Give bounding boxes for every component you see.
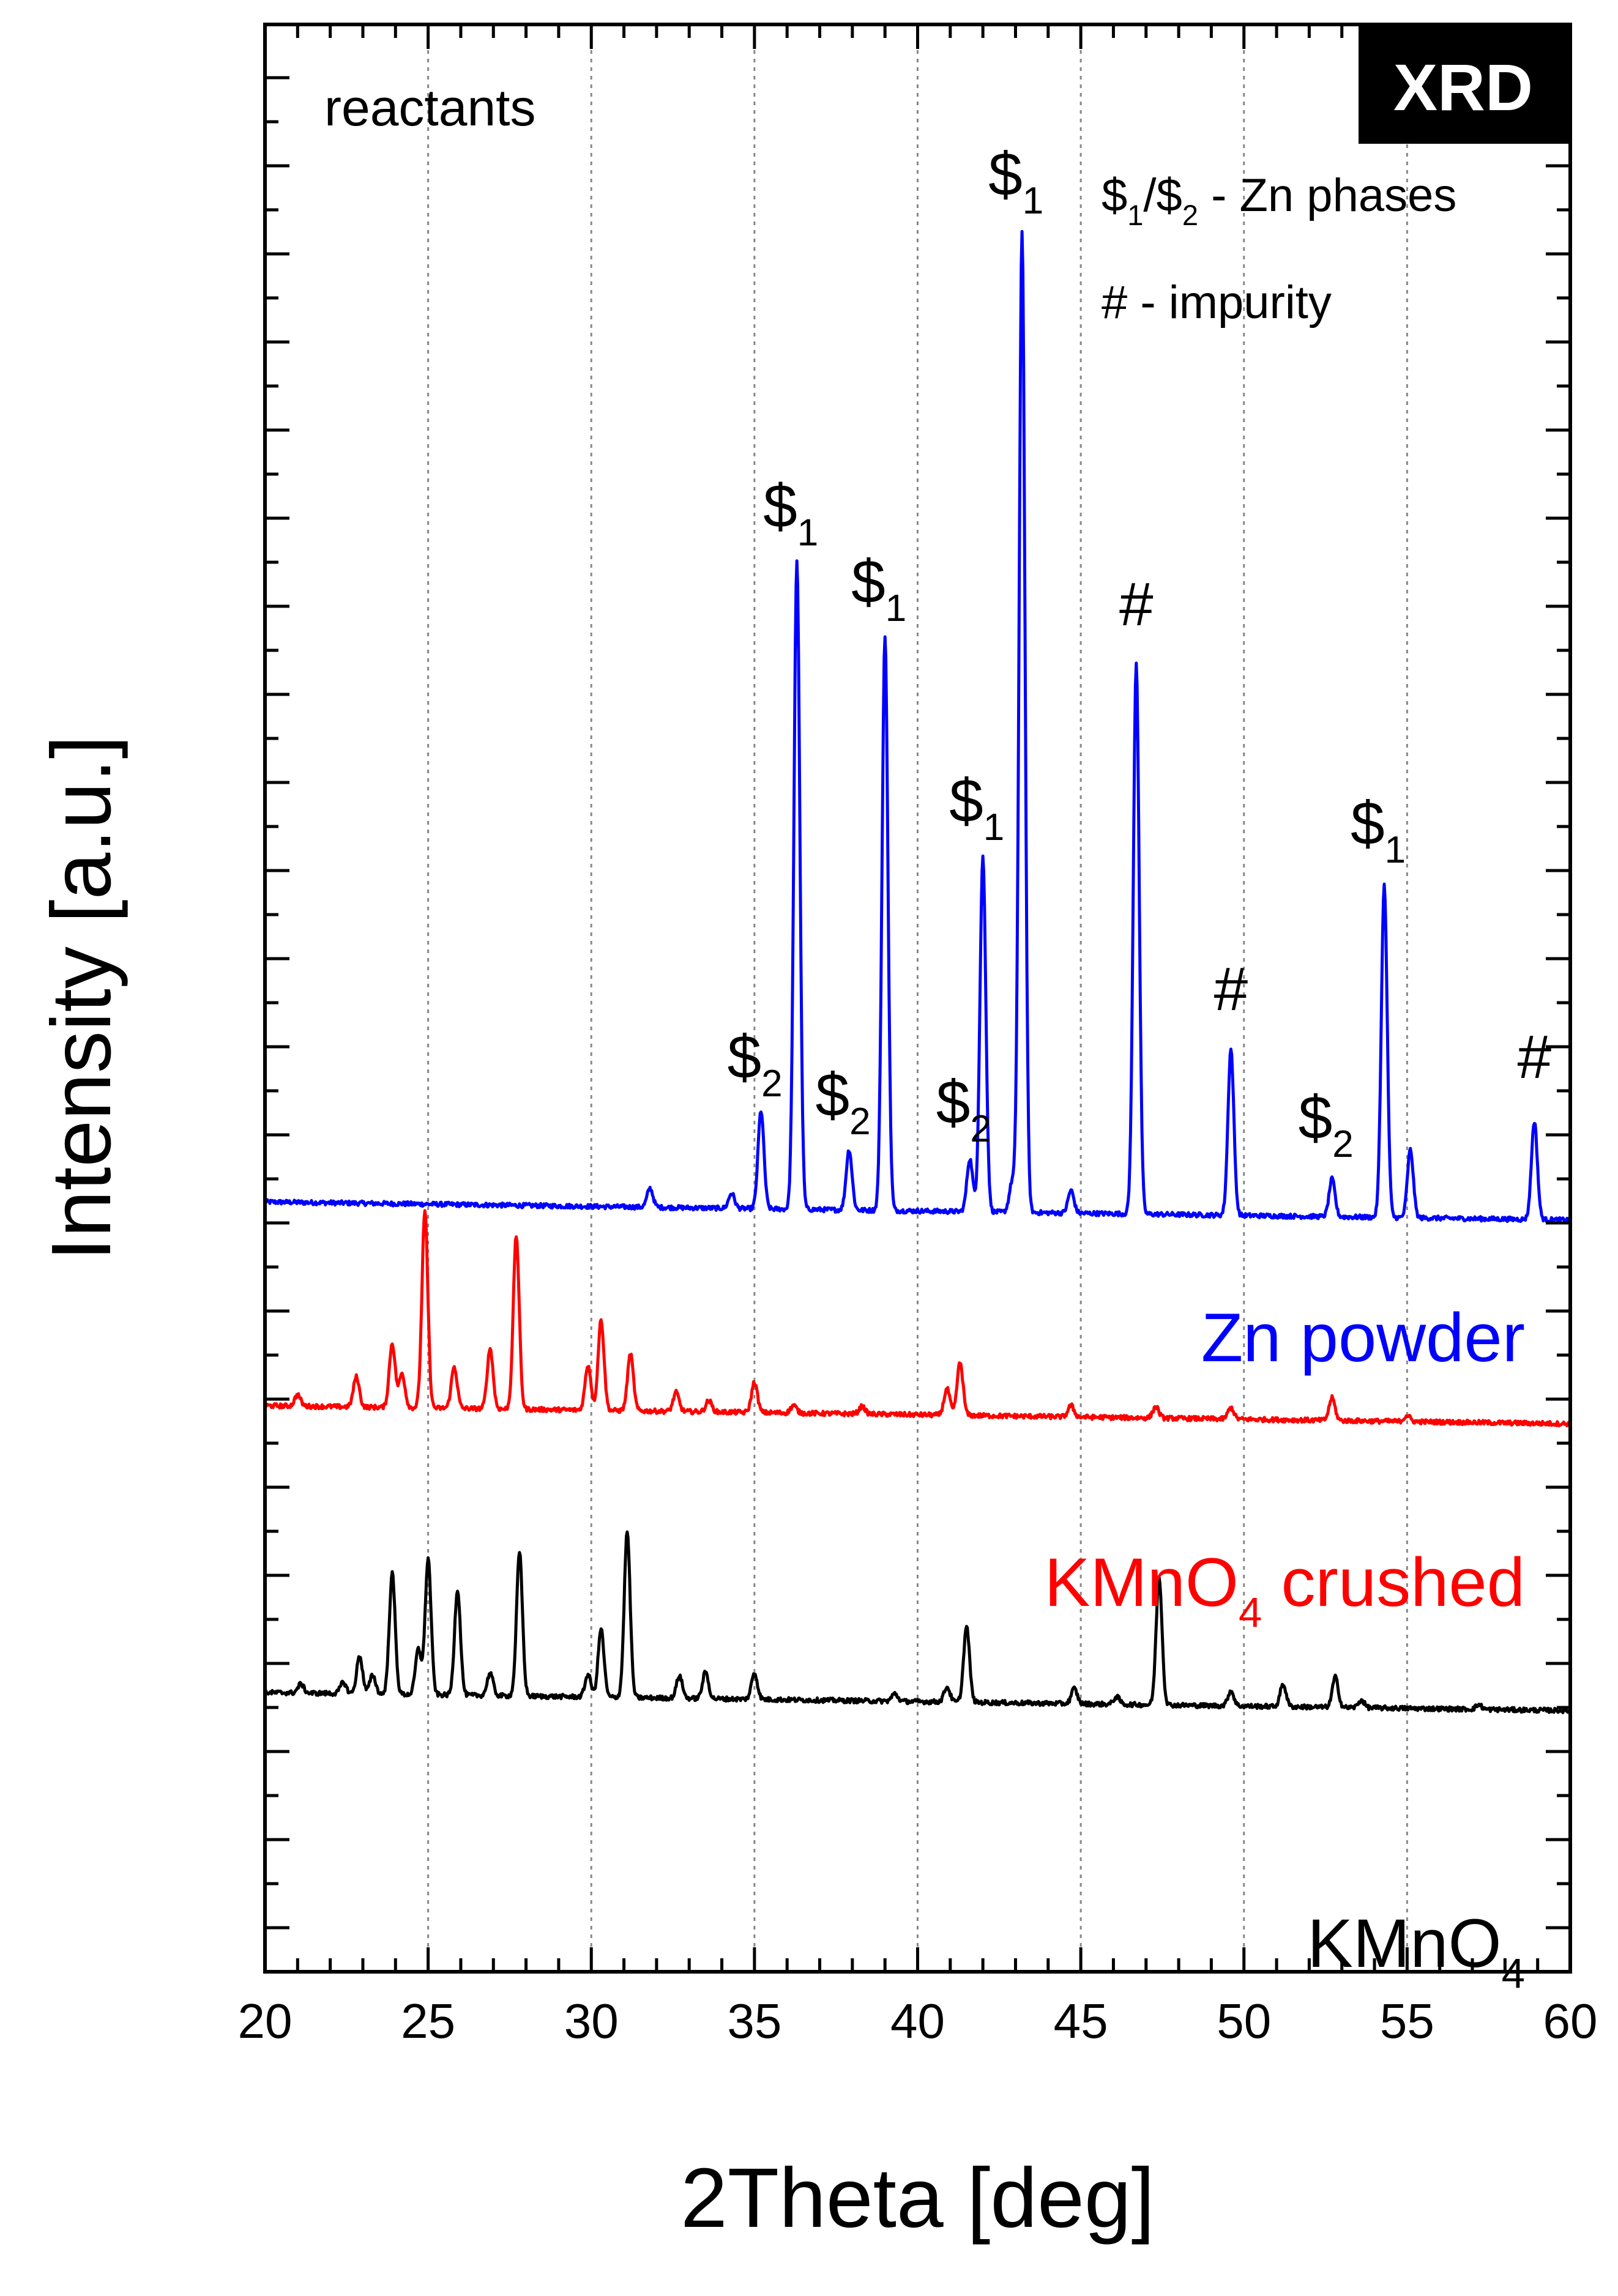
x-tick-label: 45 [1054, 1994, 1108, 2048]
series-line-3 [263, 1530, 1571, 1715]
series-label-3: KMnO4 [1307, 1905, 1525, 1997]
x-tick-label: 25 [401, 1994, 455, 2048]
peak-label-part: $ [1299, 1083, 1333, 1152]
peak-label: $1 [988, 140, 1043, 222]
peak-label-part: $ [763, 472, 797, 541]
peak-label: $1 [851, 548, 906, 630]
peak-label: $1 [763, 472, 818, 554]
legend-line-2-part: # - impurity [1102, 277, 1332, 329]
legend-line-1-part: 2 [1182, 199, 1198, 231]
peak-label: $2 [936, 1068, 991, 1150]
peak-label: $2 [1299, 1083, 1354, 1165]
series-label-3-part: KMnO [1307, 1905, 1501, 1982]
legend-line-1-part: - Zn phases [1198, 169, 1456, 221]
peak-label-part: $ [949, 767, 983, 835]
peak-label: $2 [727, 1023, 782, 1105]
peak-label-part: 2 [1332, 1123, 1353, 1165]
series-label-2-part: 4 [1239, 1589, 1262, 1636]
xrd-badge-text: XRD [1393, 50, 1533, 124]
peak-label-part: # [1119, 570, 1154, 639]
series-label-3-part: 4 [1502, 1950, 1525, 1997]
legend-line-1-part: 1 [1127, 199, 1143, 231]
peak-label-part: $ [1351, 789, 1385, 858]
peak-label-part: 1 [885, 587, 906, 630]
peak-label-part: $ [936, 1068, 971, 1137]
legend-line-2: # - impurity [1102, 277, 1332, 329]
legend-line-1-part: $ [1102, 169, 1127, 221]
peak-label-part: 2 [970, 1108, 991, 1150]
peak-label-part: $ [727, 1023, 761, 1091]
series-line-1 [263, 229, 1572, 1224]
peak-label-part: # [1518, 1023, 1552, 1091]
peak-label-part: $ [988, 140, 1023, 209]
peak-label: # [1518, 1023, 1552, 1091]
peak-label-part: # [1214, 955, 1248, 1024]
x-tick-label: 55 [1380, 1994, 1434, 2048]
peak-label: $1 [1351, 789, 1406, 871]
x-tick-label: 60 [1543, 1994, 1598, 2048]
x-tick-label: 40 [890, 1994, 945, 2048]
peak-label: $2 [815, 1061, 870, 1143]
axes-layer [263, 23, 1572, 1974]
peak-label-part: 1 [983, 806, 1004, 849]
series-label-2-part: crushed [1262, 1544, 1525, 1621]
x-tick-label: 20 [238, 1994, 293, 2048]
peak-label-part: 2 [849, 1101, 870, 1143]
peak-label: # [1119, 570, 1154, 639]
series-layer [263, 229, 1572, 1715]
series-label-1: Zn powder [1201, 1299, 1525, 1376]
series-label-1-part: Zn powder [1201, 1299, 1525, 1376]
peak-label-part: 2 [761, 1063, 782, 1105]
xrd-badge [1359, 26, 1568, 144]
series-label-2-part: KMnO [1045, 1544, 1239, 1621]
y-axis-title: Intensity [a.u.] [34, 735, 129, 1261]
peak-label: $1 [949, 767, 1004, 849]
legend-line-1-part: /$ [1143, 169, 1182, 221]
series-line-2 [264, 1209, 1572, 1428]
peak-label-part: 1 [1023, 180, 1043, 222]
peak-label: # [1214, 955, 1248, 1024]
x-axis-title: 2Theta [deg] [680, 2151, 1155, 2245]
series-label-2: KMnO4 crushed [1045, 1544, 1525, 1636]
x-tick-label: 30 [564, 1994, 619, 2048]
label-layer: 20 25 30 35 40 45 50 55 60 2Theta [deg] Intensity … [34, 26, 1597, 2245]
legend-line-1: $1/$2 - Zn phases [1102, 169, 1456, 231]
panel-label: reactants [324, 79, 536, 136]
peak-label-part: 1 [797, 512, 818, 554]
x-tick-label: 35 [727, 1994, 781, 2048]
peak-label-part: $ [815, 1061, 849, 1129]
peak-label-part: $ [851, 548, 885, 616]
x-tick-label: 50 [1217, 1994, 1271, 2048]
peak-label-part: 1 [1385, 829, 1406, 871]
